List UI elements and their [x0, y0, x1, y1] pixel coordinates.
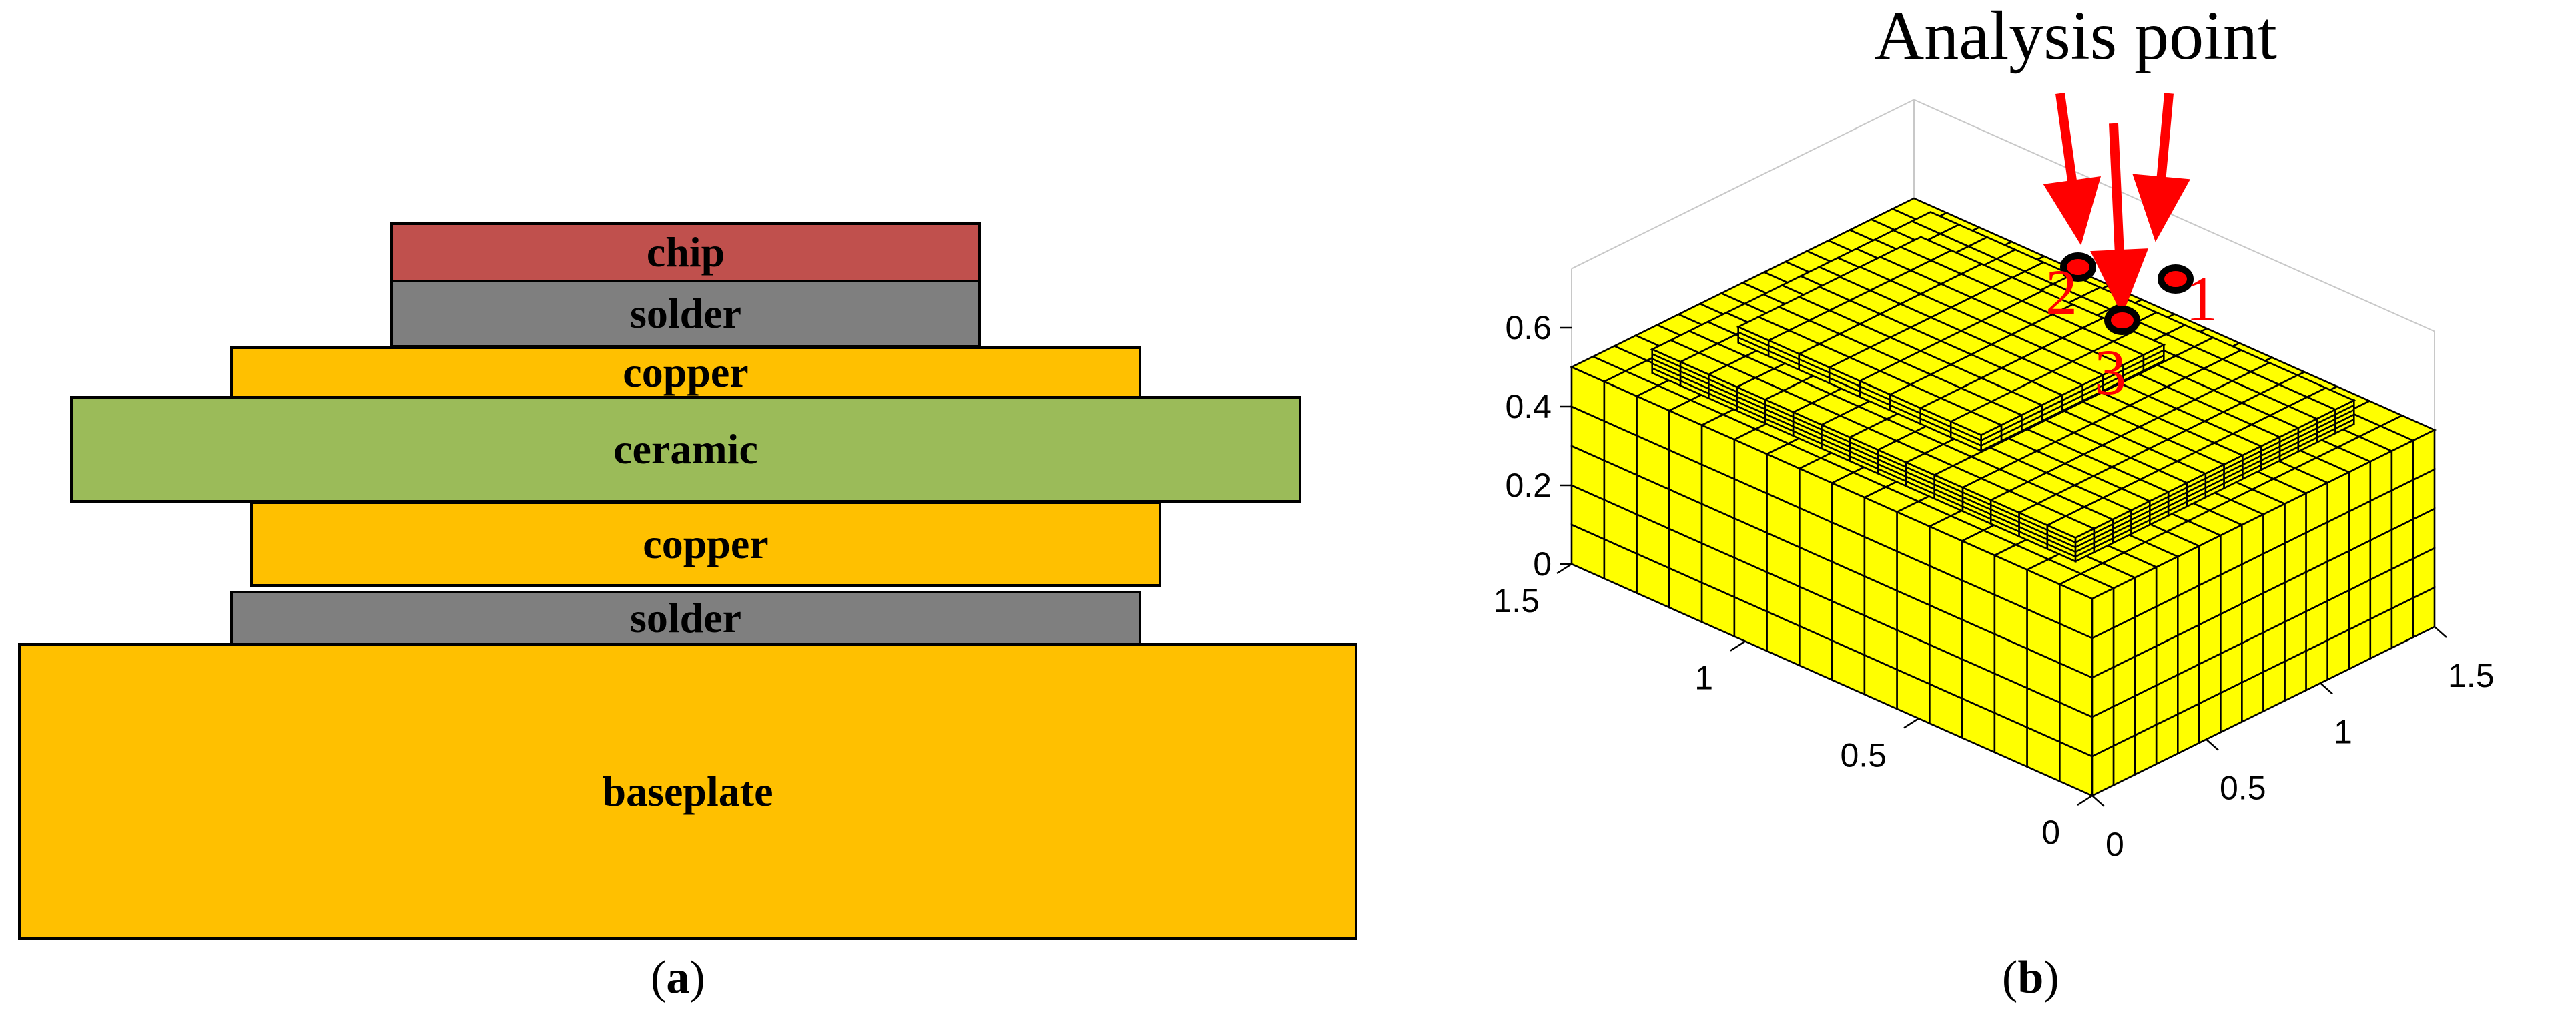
- panel-b-caption: (b): [2002, 952, 2059, 1003]
- arrow-head: [2132, 174, 2191, 242]
- substrate-layer-line: [1652, 362, 2076, 553]
- x-tick-label: 1.5: [2448, 657, 2495, 694]
- layer-stack-diagram: chip solder copper ceramic copper solder…: [18, 222, 1357, 1003]
- baseplate-left-cell: [1570, 365, 1606, 423]
- arrow-head: [2090, 248, 2149, 316]
- chip-layer-line: [1738, 336, 1982, 447]
- y-tick-mark: [1903, 718, 1919, 729]
- analysis-point-2-label: 2: [2045, 256, 2077, 328]
- axes-box-edge: [1913, 99, 2435, 332]
- analysis-point-title: Analysis point: [1874, 0, 2277, 74]
- upper-solder-layer: solder: [390, 280, 981, 348]
- y-tick-label: 0: [2041, 814, 2060, 851]
- axis-ticks: 00.20.40.600.511.500.511.5: [1493, 309, 2494, 863]
- analysis-point-3-label: 3: [2094, 336, 2126, 408]
- x-tick-label: 0.5: [2220, 770, 2266, 807]
- substrate-layer-line: [1652, 358, 2076, 548]
- y-tick-mark: [1730, 640, 1746, 652]
- x-tick-label: 1: [2334, 713, 2352, 750]
- x-tick-mark: [2434, 626, 2447, 638]
- analysis-point-2-marker: [2060, 252, 2096, 282]
- analysis-point-1-label: 1: [2186, 263, 2218, 334]
- chip-top-cell: [1898, 236, 1953, 262]
- lower-copper-layer: copper: [250, 501, 1161, 587]
- substrate-layer-line: [2075, 413, 2354, 553]
- substrate-layer-line: [1652, 367, 2076, 558]
- chip-layer-line: [1738, 331, 1982, 441]
- arrow-shaft: [2109, 123, 2124, 251]
- y-tick-mark: [2077, 794, 2093, 806]
- arrow-1: [2132, 93, 2191, 242]
- x-tick-mark: [2320, 682, 2333, 695]
- chip-layer-line: [1981, 349, 2164, 441]
- z-tick-label: 0: [1533, 545, 1552, 583]
- chip-layer-line: [1981, 354, 2164, 447]
- panel-a-caption: (a): [651, 952, 705, 1003]
- substrate-layer-line: [2075, 404, 2354, 543]
- arrow-2: [2043, 93, 2101, 246]
- substrate-right-cell: [2334, 399, 2355, 435]
- substrate-layer-line: [2075, 409, 2354, 548]
- x-tick-mark: [2091, 795, 2105, 807]
- chip-mesh: [1736, 236, 2166, 453]
- arrow-shaft: [2156, 93, 2174, 178]
- analysis-point-1-marker: [2158, 264, 2194, 294]
- substrate-layer-line: [1652, 353, 2076, 543]
- upper-solder-layer-label: solder: [629, 290, 742, 337]
- chip-layer: chip: [390, 222, 981, 282]
- ceramic-layer-label: ceramic: [613, 425, 758, 473]
- ceramic-layer: ceramic: [70, 396, 1301, 503]
- z-tick-label: 0.4: [1505, 388, 1552, 425]
- y-tick-label: 1: [1694, 660, 1713, 697]
- y-tick-mark: [1556, 563, 1572, 575]
- lower-solder-layer-label: solder: [629, 594, 742, 642]
- arrow-shaft: [2055, 93, 2077, 182]
- chip-layer-label: chip: [646, 228, 725, 276]
- arrow-head: [2043, 176, 2101, 246]
- upper-copper-layer-label: copper: [623, 348, 749, 396]
- y-tick-label: 1.5: [1493, 582, 1540, 619]
- y-tick-label: 0.5: [1840, 736, 1887, 774]
- substrate-layer-line: [2075, 418, 2354, 558]
- lower-solder-layer: solder: [230, 591, 1141, 646]
- baseplate-right-cell: [2412, 428, 2436, 481]
- mesh-3d-diagram: Analysis point 1 2 3 0 0.2 0.4 0.6 0 0.5 1 1.5 0 0.5…: [1388, 0, 2576, 1023]
- z-tick-label: 0.6: [1505, 309, 1552, 346]
- z-tick-label: 0.2: [1505, 467, 1552, 504]
- analysis-point-3-marker: [2104, 306, 2140, 335]
- upper-copper-layer: copper: [230, 346, 1141, 399]
- baseplate-layer: baseplate: [18, 643, 1357, 940]
- arrow-3: [2090, 123, 2149, 316]
- analysis-markers: Analysis point 1 23: [1874, 0, 2277, 408]
- baseplate-layer-label: baseplate: [602, 767, 773, 815]
- substrate-left-cell: [1651, 348, 1682, 387]
- x-tick-label: 0: [2106, 826, 2124, 863]
- x-tick-mark: [2206, 738, 2219, 751]
- lower-copper-layer-label: copper: [643, 520, 769, 567]
- substrate-top-cell: [1910, 211, 1961, 235]
- axes-box-edge: [1571, 99, 1915, 270]
